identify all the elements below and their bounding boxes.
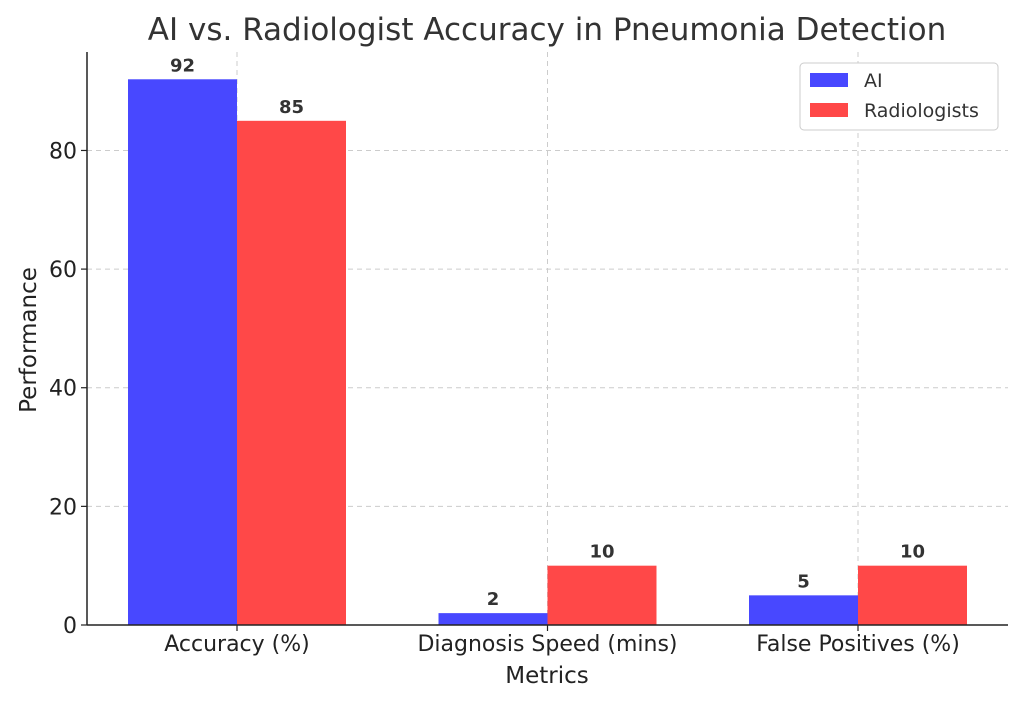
bar	[749, 595, 858, 625]
legend-swatch	[810, 73, 848, 87]
y-tick-label: 20	[49, 495, 77, 520]
y-ticks: 0 20 40 60 80	[49, 139, 87, 639]
legend-swatch	[810, 103, 848, 117]
x-tick-label: Diagnosis Speed (mins)	[417, 632, 677, 657]
y-axis-label: Performance	[16, 267, 42, 413]
bar-value-label: 2	[487, 589, 500, 610]
x-tick-label: Accuracy (%)	[164, 632, 310, 657]
bar	[858, 565, 967, 625]
bars	[128, 79, 967, 626]
legend: AI Radiologists	[799, 62, 999, 131]
chart-title: AI vs. Radiologist Accuracy in Pneumonia…	[148, 12, 946, 48]
legend-label: Radiologists	[864, 100, 979, 122]
bar-value-label: 85	[279, 97, 304, 118]
x-axis-label: Metrics	[505, 663, 589, 689]
bar-value-label: 5	[797, 571, 810, 592]
bar-value-label: 10	[900, 542, 925, 563]
x-tick-label: False Positives (%)	[756, 632, 960, 657]
y-tick-label: 60	[49, 258, 77, 283]
legend-frame	[799, 62, 999, 131]
bar	[547, 565, 657, 625]
y-tick-label: 40	[49, 377, 77, 402]
legend-label: AI	[864, 70, 883, 92]
data-labels: 92 2 5 85 10 10	[170, 55, 925, 610]
bar	[237, 120, 346, 625]
bar-value-label: 92	[170, 55, 195, 76]
y-tick-label: 80	[49, 139, 77, 164]
y-tick-label: 0	[63, 614, 77, 639]
x-ticks: Accuracy (%) Diagnosis Speed (mins) False …	[164, 625, 960, 657]
bar	[128, 79, 237, 626]
bar-value-label: 10	[589, 542, 614, 563]
bar	[438, 613, 548, 625]
